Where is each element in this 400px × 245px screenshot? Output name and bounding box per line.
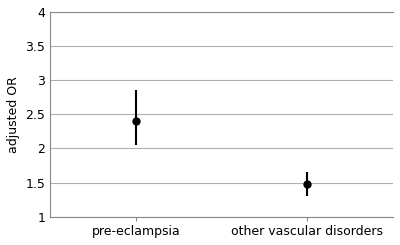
- Y-axis label: adjusted OR: adjusted OR: [7, 76, 20, 153]
